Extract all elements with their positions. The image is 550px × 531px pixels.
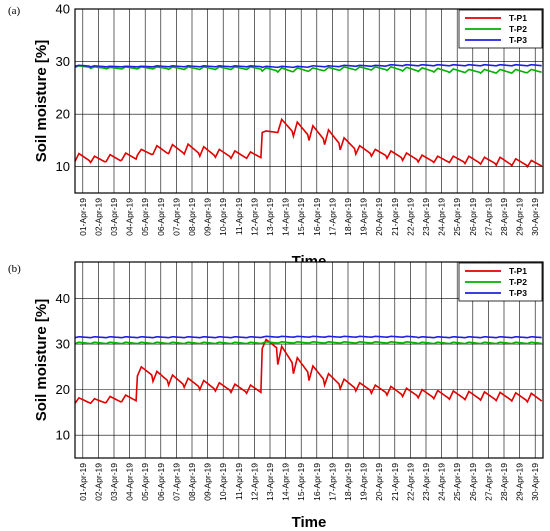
series-line-t-p1 xyxy=(74,338,543,405)
x-tick-label: 17-Apr-19 xyxy=(327,463,337,501)
x-tick-label: 20-Apr-19 xyxy=(374,198,384,236)
panel-label: (a) xyxy=(8,5,21,17)
x-tick-label: 17-Apr-19 xyxy=(327,198,337,236)
x-tick-label: 08-Apr-19 xyxy=(187,463,197,501)
x-tick-label: 09-Apr-19 xyxy=(203,198,213,236)
x-tick-label: 12-Apr-19 xyxy=(249,463,259,501)
series-line-t-p3 xyxy=(74,335,542,339)
x-tick-label: 19-Apr-19 xyxy=(359,198,369,236)
x-tick-label: 21-Apr-19 xyxy=(390,198,400,236)
y-axis-label: Soil moisture [%] xyxy=(33,299,50,422)
x-tick-label: 24-Apr-19 xyxy=(437,198,447,236)
x-tick-label: 05-Apr-19 xyxy=(140,198,150,236)
y-tick-label: 20 xyxy=(56,107,70,122)
y-tick-label: 10 xyxy=(56,428,70,443)
legend-label-t-p1: T-P1 xyxy=(509,266,527,276)
x-tick-label: 20-Apr-19 xyxy=(374,463,384,501)
legend-label-t-p3: T-P3 xyxy=(509,35,527,45)
x-tick-label: 30-Apr-19 xyxy=(530,198,540,236)
x-tick-label: 16-Apr-19 xyxy=(312,198,322,236)
x-tick-label: 14-Apr-19 xyxy=(281,463,291,501)
x-tick-label: 04-Apr-19 xyxy=(125,463,135,501)
y-axis-label: Soil moisture [%] xyxy=(33,40,50,163)
x-tick-label: 02-Apr-19 xyxy=(93,198,103,236)
series-line-t-p2 xyxy=(74,340,542,345)
x-tick-label: 03-Apr-19 xyxy=(109,463,119,501)
x-tick-label: 11-Apr-19 xyxy=(234,198,244,235)
y-tick-label: 30 xyxy=(56,337,70,352)
legend-label-t-p1: T-P1 xyxy=(509,13,527,23)
legend-label-t-p3: T-P3 xyxy=(509,288,527,298)
y-tick-label: 40 xyxy=(56,2,70,17)
legend-label-t-p2: T-P2 xyxy=(509,277,527,287)
legend-label-t-p2: T-P2 xyxy=(509,24,527,34)
x-axis-label: Time xyxy=(292,514,327,531)
x-tick-label: 25-Apr-19 xyxy=(452,463,462,501)
chart-panel-0: (a) 10 20 30 40 01-Apr-19 02-Apr-19 03-Apr-19 04… xyxy=(8,2,544,270)
x-tick-label: 27-Apr-19 xyxy=(483,198,493,236)
x-tick-label: 07-Apr-19 xyxy=(171,463,181,501)
x-tick-label: 18-Apr-19 xyxy=(343,463,353,501)
x-tick-label: 10-Apr-19 xyxy=(218,463,228,501)
x-tick-label: 19-Apr-19 xyxy=(359,463,369,501)
x-tick-label: 24-Apr-19 xyxy=(437,463,447,501)
y-tick-label: 20 xyxy=(56,382,70,397)
x-tick-label: 26-Apr-19 xyxy=(468,198,478,236)
x-tick-label: 12-Apr-19 xyxy=(249,198,259,236)
x-tick-label: 16-Apr-19 xyxy=(312,463,322,501)
x-tick-label: 15-Apr-19 xyxy=(296,198,306,236)
x-tick-label: 27-Apr-19 xyxy=(483,463,493,501)
x-tick-label: 06-Apr-19 xyxy=(156,198,166,236)
x-tick-label: 22-Apr-19 xyxy=(405,198,415,236)
series-line-t-p1 xyxy=(74,117,543,169)
x-tick-label: 05-Apr-19 xyxy=(140,463,150,501)
x-tick-label: 11-Apr-19 xyxy=(234,463,244,500)
y-tick-label: 10 xyxy=(56,159,70,174)
plot-frame xyxy=(74,8,544,194)
x-tick-label: 07-Apr-19 xyxy=(171,198,181,236)
chart-panel-1: (b) 10 20 30 40 01-Apr-19 02-Apr-19 03-Apr-19 04… xyxy=(8,261,544,531)
x-tick-label: 13-Apr-19 xyxy=(265,463,275,501)
x-tick-label: 01-Apr-19 xyxy=(78,198,88,236)
x-tick-label: 28-Apr-19 xyxy=(499,198,509,236)
x-tick-label: 25-Apr-19 xyxy=(452,198,462,236)
x-tick-label: 15-Apr-19 xyxy=(296,463,306,501)
x-tick-label: 22-Apr-19 xyxy=(405,463,415,501)
x-tick-label: 30-Apr-19 xyxy=(530,463,540,501)
x-tick-label: 10-Apr-19 xyxy=(218,198,228,236)
x-tick-label: 14-Apr-19 xyxy=(281,198,291,236)
x-tick-label: 23-Apr-19 xyxy=(421,198,431,236)
x-tick-label: 02-Apr-19 xyxy=(93,463,103,501)
x-tick-label: 23-Apr-19 xyxy=(421,463,431,501)
x-tick-label: 01-Apr-19 xyxy=(78,463,88,501)
x-tick-label: 09-Apr-19 xyxy=(203,463,213,501)
panel-label: (b) xyxy=(8,263,21,275)
x-tick-label: 21-Apr-19 xyxy=(390,463,400,501)
x-tick-label: 18-Apr-19 xyxy=(343,198,353,236)
x-tick-label: 13-Apr-19 xyxy=(265,198,275,236)
x-tick-label: 06-Apr-19 xyxy=(156,463,166,501)
x-tick-label: 04-Apr-19 xyxy=(125,198,135,236)
series-line-t-p2 xyxy=(74,64,542,75)
x-tick-label: 29-Apr-19 xyxy=(515,463,525,501)
x-tick-label: 29-Apr-19 xyxy=(515,198,525,236)
plot-frame xyxy=(74,261,544,459)
y-tick-label: 40 xyxy=(56,291,70,306)
x-tick-label: 03-Apr-19 xyxy=(109,198,119,236)
series-line-t-p3 xyxy=(74,63,542,69)
x-tick-label: 08-Apr-19 xyxy=(187,198,197,236)
x-tick-label: 26-Apr-19 xyxy=(468,463,478,501)
x-tick-label: 28-Apr-19 xyxy=(499,463,509,501)
y-tick-label: 30 xyxy=(56,54,70,69)
